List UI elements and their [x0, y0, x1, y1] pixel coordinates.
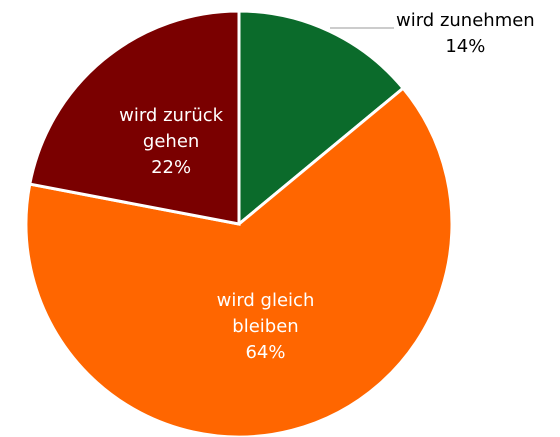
slice-label: wird zurück gehen 22% — [96, 103, 246, 181]
value-label: 22% — [151, 156, 192, 178]
category-label: wird zurück gehen — [119, 104, 224, 152]
slice-label: wird zunehmen 14% — [396, 8, 535, 60]
pie-slice — [28, 9, 241, 226]
value-label: 64% — [245, 342, 286, 364]
slice-label: wird gleich bleiben 64% — [190, 288, 340, 366]
category-label: wird gleich bleiben — [216, 290, 315, 338]
pie-slice — [24, 86, 454, 437]
category-label: wird zunehmen — [396, 10, 535, 31]
value-label: 14% — [445, 36, 486, 57]
pie-slice — [237, 9, 406, 228]
